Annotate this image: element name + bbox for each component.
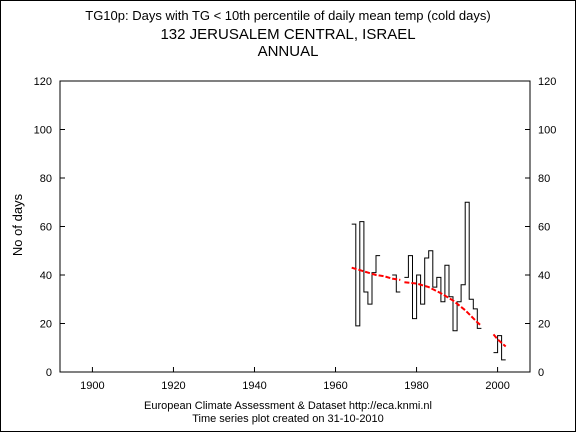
y-tick-label-left: 120 [34,76,52,88]
y-tick-label-right: 40 [538,270,550,282]
y-tick-label-left: 60 [40,222,52,234]
plot-axes: 0 0 20 20 40 40 60 60 80 80 100 100 120 120 1900 1920 19… [34,76,557,392]
creation-date: Time series plot created on 31-10-2010 [192,413,384,425]
x-tick-label: 1920 [161,380,185,392]
x-tick-label: 1960 [323,380,347,392]
y-axis-label: No of days [10,193,25,256]
station-name: 132 JERUSALEM CENTRAL, ISRAEL [160,26,416,43]
x-tick-label: 2000 [485,380,509,392]
y-tick-label-right: 100 [538,125,556,137]
y-tick-label-right: 20 [538,319,550,331]
trend-line [351,266,401,281]
series-step-line [392,274,401,293]
y-tick-label-left: 80 [40,173,52,185]
period-label: ANNUAL [257,43,319,60]
y-tick-label-right: 60 [538,222,550,234]
x-tick-label: 1980 [404,380,428,392]
y-tick-label-left: 0 [46,367,52,379]
trend-line [492,333,507,348]
x-tick-label: 1900 [80,380,104,392]
chart-title: TG10p: Days with TG < 10th percentile of… [85,8,491,23]
y-tick-label-right: 80 [538,173,550,185]
y-tick-label-right: 0 [538,367,544,379]
plot-area [59,80,531,373]
series-step-line [404,201,482,332]
trend-line [404,281,483,327]
series-step-line [351,221,381,327]
y-tick-label-left: 100 [34,125,52,137]
trend-lines [351,266,507,348]
y-tick-label-left: 40 [40,270,52,282]
source-credit: European Climate Assessment & Dataset ht… [144,400,432,412]
series-step-line [493,335,506,361]
x-tick-label: 1940 [242,380,266,392]
data-series [351,201,506,361]
y-tick-label-left: 20 [40,319,52,331]
y-tick-label-right: 120 [538,76,556,88]
